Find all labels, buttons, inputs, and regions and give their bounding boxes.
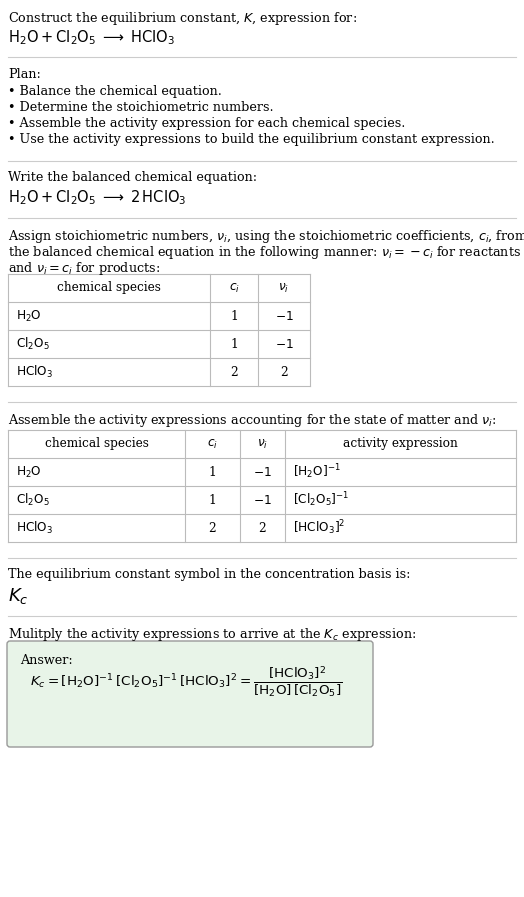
Text: $c_i$: $c_i$ [228,282,239,294]
Text: Construct the equilibrium constant, $K$, expression for:: Construct the equilibrium constant, $K$,… [8,10,357,27]
Text: 1: 1 [209,493,216,507]
Text: 2: 2 [280,365,288,379]
Text: and $\nu_i = c_i$ for products:: and $\nu_i = c_i$ for products: [8,260,160,277]
Text: The equilibrium constant symbol in the concentration basis is:: The equilibrium constant symbol in the c… [8,568,410,581]
Text: 2: 2 [259,521,266,535]
Text: $K_c = [\mathrm{H_2O}]^{-1}\,[\mathrm{Cl_2O_5}]^{-1}\,[\mathrm{HClO_3}]^{2} = \d: $K_c = [\mathrm{H_2O}]^{-1}\,[\mathrm{Cl… [30,665,343,700]
FancyBboxPatch shape [7,641,373,747]
Text: $K_c$: $K_c$ [8,586,29,606]
Text: Assign stoichiometric numbers, $\nu_i$, using the stoichiometric coefficients, $: Assign stoichiometric numbers, $\nu_i$, … [8,228,524,245]
Text: $\nu_i$: $\nu_i$ [278,282,290,294]
Text: 1: 1 [230,337,238,351]
Text: the balanced chemical equation in the following manner: $\nu_i = -c_i$ for react: the balanced chemical equation in the fo… [8,244,521,261]
Text: 1: 1 [209,466,216,478]
Text: $[\mathrm{Cl_2O_5}]^{-1}$: $[\mathrm{Cl_2O_5}]^{-1}$ [293,491,350,509]
Text: $\mathrm{Cl_2O_5}$: $\mathrm{Cl_2O_5}$ [16,336,50,352]
Text: $\nu_i$: $\nu_i$ [257,438,268,450]
Text: $\mathrm{H_2O}$: $\mathrm{H_2O}$ [16,309,42,324]
Text: $c_i$: $c_i$ [207,438,218,450]
Text: Plan:: Plan: [8,68,41,81]
Text: $-1$: $-1$ [253,466,272,478]
Text: 2: 2 [230,365,238,379]
Text: • Assemble the activity expression for each chemical species.: • Assemble the activity expression for e… [8,117,406,130]
Text: $\mathrm{H_2O + Cl_2O_5 \;\longrightarrow\; 2\,HClO_3}$: $\mathrm{H_2O + Cl_2O_5 \;\longrightarro… [8,188,187,206]
Text: $-1$: $-1$ [275,309,293,323]
Text: Write the balanced chemical equation:: Write the balanced chemical equation: [8,171,257,184]
Text: 1: 1 [230,309,238,323]
Text: $\mathrm{HClO_3}$: $\mathrm{HClO_3}$ [16,520,53,536]
Text: activity expression: activity expression [343,438,458,450]
Text: $[\mathrm{HClO_3}]^{2}$: $[\mathrm{HClO_3}]^{2}$ [293,518,345,537]
Text: • Determine the stoichiometric numbers.: • Determine the stoichiometric numbers. [8,101,274,114]
Text: $\mathrm{HClO_3}$: $\mathrm{HClO_3}$ [16,364,53,380]
Text: $\mathrm{Cl_2O_5}$: $\mathrm{Cl_2O_5}$ [16,492,50,508]
Text: Answer:: Answer: [20,654,73,667]
Text: $[\mathrm{H_2O}]^{-1}$: $[\mathrm{H_2O}]^{-1}$ [293,463,341,482]
Text: chemical species: chemical species [45,438,148,450]
Text: • Use the activity expressions to build the equilibrium constant expression.: • Use the activity expressions to build … [8,133,495,146]
Text: $-1$: $-1$ [275,337,293,351]
Text: $\mathrm{H_2O + Cl_2O_5 \;\longrightarrow\; HClO_3}$: $\mathrm{H_2O + Cl_2O_5 \;\longrightarro… [8,28,175,47]
Text: • Balance the chemical equation.: • Balance the chemical equation. [8,85,222,98]
Text: Assemble the activity expressions accounting for the state of matter and $\nu_i$: Assemble the activity expressions accoun… [8,412,497,429]
Text: Mulitply the activity expressions to arrive at the $K_c$ expression:: Mulitply the activity expressions to arr… [8,626,416,643]
Text: 2: 2 [209,521,216,535]
Text: chemical species: chemical species [57,282,161,294]
Text: $-1$: $-1$ [253,493,272,507]
Text: $\mathrm{H_2O}$: $\mathrm{H_2O}$ [16,465,42,480]
